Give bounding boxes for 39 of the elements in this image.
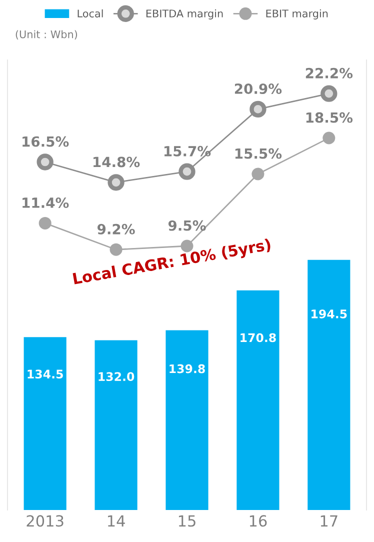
bar (166, 330, 208, 510)
x-tick-label: 2013 (26, 515, 64, 527)
point (108, 174, 124, 191)
data-label: 139.8 (170, 364, 205, 374)
point (320, 85, 338, 102)
data-label: 11.4% (22, 198, 69, 208)
point (110, 243, 122, 256)
bar (236, 290, 280, 510)
bar (94, 340, 138, 510)
x-tick-label: 17 (320, 515, 338, 526)
data-label: 132.0 (98, 372, 134, 382)
point (178, 163, 196, 180)
data-label: 15.5% (235, 148, 282, 159)
data-label: 194.5 (312, 309, 347, 318)
legend-label: EBIT margin (266, 9, 328, 20)
data-label: 9.2% (98, 224, 135, 234)
x-tick-label: 14 (108, 515, 125, 526)
data-label: 15.7% (164, 146, 211, 156)
text: (Unit : Wbn) (16, 30, 78, 40)
data-label: 20.9% (234, 84, 282, 94)
point (252, 168, 264, 180)
point (322, 132, 336, 144)
bar (24, 337, 66, 510)
data-label: 16.5% (22, 136, 69, 147)
point (250, 100, 266, 118)
x-tick-label: 15 (178, 515, 196, 527)
point (38, 216, 52, 230)
bar (308, 260, 350, 510)
point (36, 154, 54, 170)
data-label: 18.5% (306, 112, 353, 123)
legend-label: EBITDA margin (146, 9, 223, 20)
data-label: 14.8% (94, 156, 140, 168)
legend-label: Local (78, 9, 103, 18)
data-label: 134.5 (28, 370, 63, 379)
data-label: 9.5% (168, 220, 206, 231)
data-label: 170.8 (240, 333, 276, 342)
data-label: 22.2% (306, 68, 353, 78)
x-tick-label: 16 (250, 515, 267, 527)
annotation: Local CAGR: 10% (5yrs) (72, 238, 272, 288)
